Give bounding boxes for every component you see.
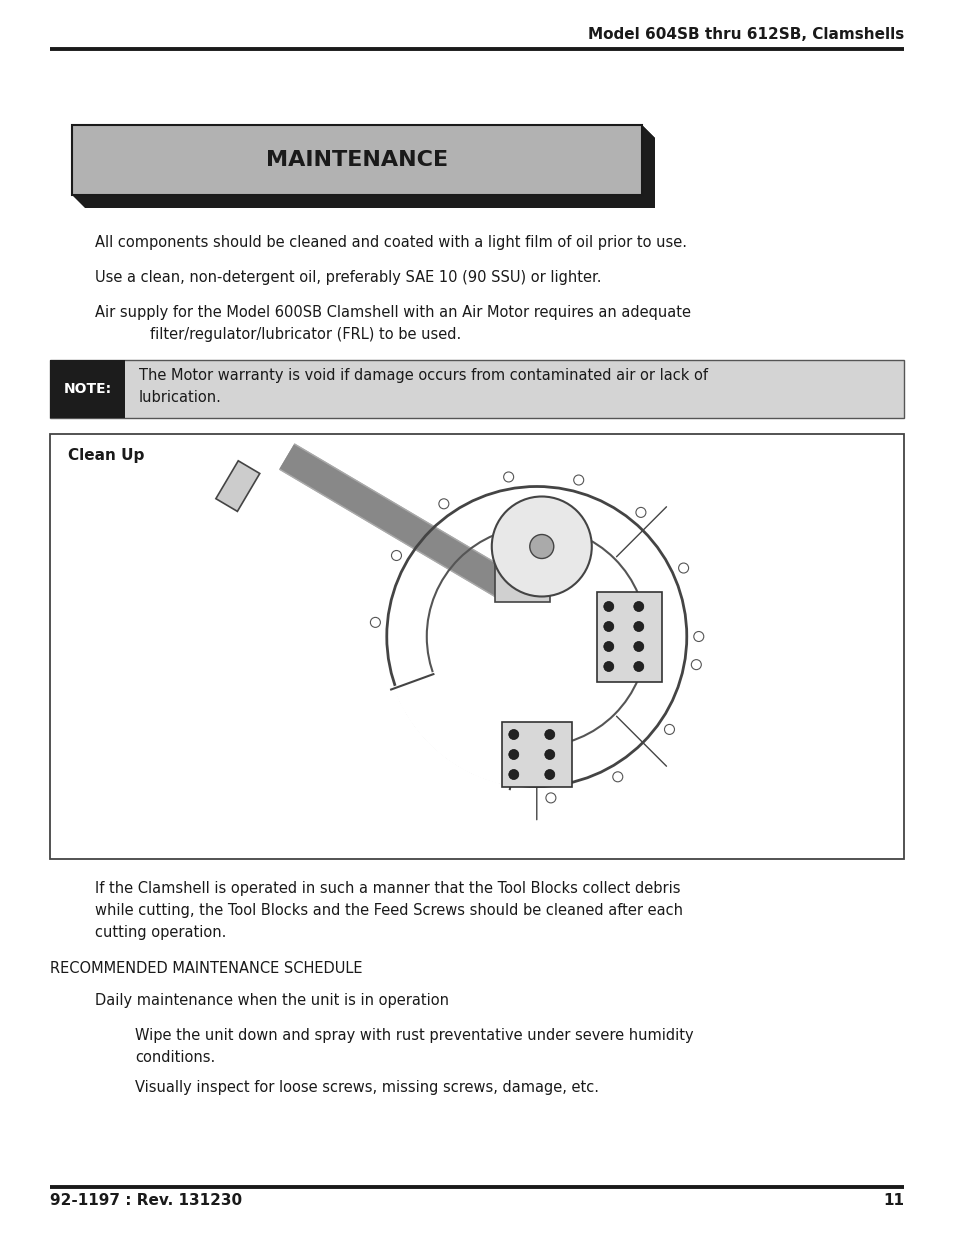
Polygon shape bbox=[85, 125, 655, 207]
Circle shape bbox=[633, 601, 643, 611]
Text: 92-1197 : Rev. 131230: 92-1197 : Rev. 131230 bbox=[50, 1193, 242, 1208]
Bar bbox=[501, 721, 571, 787]
Circle shape bbox=[603, 662, 613, 672]
Wedge shape bbox=[395, 636, 537, 784]
Text: Visually inspect for loose screws, missing screws, damage, etc.: Visually inspect for loose screws, missi… bbox=[135, 1079, 598, 1095]
Circle shape bbox=[603, 641, 613, 652]
Circle shape bbox=[603, 601, 613, 611]
Circle shape bbox=[544, 750, 555, 760]
Text: The Motor warranty is void if damage occurs from contaminated air or lack of
lub: The Motor warranty is void if damage occ… bbox=[139, 368, 707, 405]
Circle shape bbox=[491, 496, 591, 597]
Text: Wipe the unit down and spray with rust preventative under severe humidity: Wipe the unit down and spray with rust p… bbox=[135, 1028, 693, 1044]
Bar bbox=[597, 592, 661, 682]
Bar bbox=[495, 563, 549, 601]
Bar bbox=[50, 359, 903, 417]
Text: 11: 11 bbox=[882, 1193, 903, 1208]
Polygon shape bbox=[71, 195, 655, 207]
Text: conditions.: conditions. bbox=[135, 1050, 215, 1065]
Circle shape bbox=[529, 535, 553, 558]
Circle shape bbox=[508, 730, 518, 740]
Circle shape bbox=[633, 621, 643, 631]
Text: MAINTENANCE: MAINTENANCE bbox=[266, 149, 448, 170]
Bar bbox=[215, 461, 259, 511]
Circle shape bbox=[603, 621, 613, 631]
Text: If the Clamshell is operated in such a manner that the Tool Blocks collect debri: If the Clamshell is operated in such a m… bbox=[95, 881, 679, 897]
Bar bbox=[50, 433, 903, 860]
Polygon shape bbox=[641, 125, 655, 207]
Bar bbox=[71, 125, 641, 195]
Text: while cutting, the Tool Blocks and the Feed Screws should be cleaned after each: while cutting, the Tool Blocks and the F… bbox=[95, 903, 682, 918]
Bar bbox=[50, 359, 125, 417]
Circle shape bbox=[633, 662, 643, 672]
Circle shape bbox=[508, 769, 518, 779]
Text: Air supply for the Model 600SB Clamshell with an Air Motor requires an adequate: Air supply for the Model 600SB Clamshell… bbox=[95, 305, 690, 320]
Text: All components should be cleaned and coated with a light film of oil prior to us: All components should be cleaned and coa… bbox=[95, 235, 686, 249]
Text: filter/regulator/lubricator (FRL) to be used.: filter/regulator/lubricator (FRL) to be … bbox=[150, 327, 460, 342]
Circle shape bbox=[544, 769, 555, 779]
Circle shape bbox=[508, 750, 518, 760]
Text: Model 604SB thru 612SB, Clamshells: Model 604SB thru 612SB, Clamshells bbox=[587, 27, 903, 42]
Text: NOTE:: NOTE: bbox=[63, 382, 112, 396]
Text: Clean Up: Clean Up bbox=[68, 448, 144, 463]
Circle shape bbox=[633, 641, 643, 652]
Text: Use a clean, non-detergent oil, preferably SAE 10 (90 SSU) or lighter.: Use a clean, non-detergent oil, preferab… bbox=[95, 270, 601, 285]
Text: RECOMMENDED MAINTENANCE SCHEDULE: RECOMMENDED MAINTENANCE SCHEDULE bbox=[50, 961, 362, 976]
Text: Daily maintenance when the unit is in operation: Daily maintenance when the unit is in op… bbox=[95, 993, 449, 1008]
Text: cutting operation.: cutting operation. bbox=[95, 925, 226, 940]
Circle shape bbox=[544, 730, 555, 740]
